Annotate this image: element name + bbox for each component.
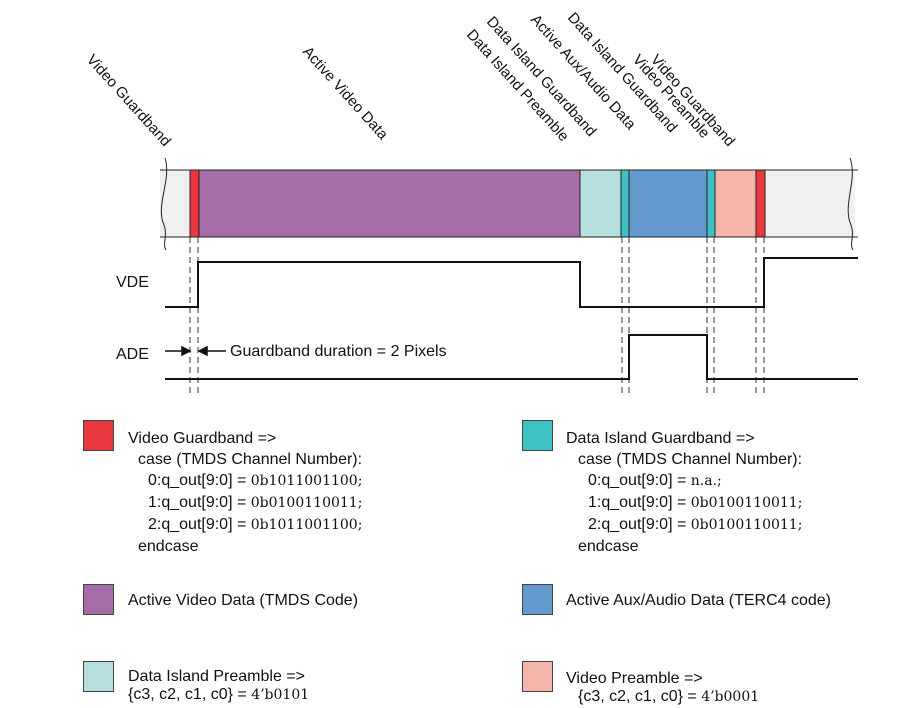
legend-row: 2:q_out[9:0] = 0b1011001100; <box>128 514 362 536</box>
row-prefix: 2:q_out[9:0] = <box>148 516 251 533</box>
row-value: 0b1011001100; <box>250 473 363 489</box>
break-edge-left <box>160 157 168 251</box>
code-prefix: {c3, c2, c1, c0} = <box>128 686 252 703</box>
guardband-duration-note: Guardband duration = 2 Pixels <box>230 343 447 360</box>
code-value: 4’b0101 <box>251 687 310 703</box>
swatch-video-preamble <box>522 661 553 692</box>
swatch-active-video <box>83 584 114 615</box>
row-prefix: 1:q_out[9:0] = <box>588 494 691 511</box>
video-guardband-segment-right <box>756 170 765 237</box>
legend-title: Data Island Guardband => <box>566 430 755 447</box>
legend-active-video: Active Video Data (TMDS Code) <box>128 590 358 611</box>
legend-row: 0:q_out[9:0] = 0b1011001100; <box>128 470 362 492</box>
video-guardband-segment-left <box>190 170 199 237</box>
row-prefix: 0:q_out[9:0] = <box>148 472 251 489</box>
period-bar <box>160 157 858 251</box>
legend-title: Data Island Preamble => <box>128 668 305 685</box>
row-prefix: 0:q_out[9:0] = <box>588 472 691 489</box>
period-labels: Video Guardband Active Video Data Data I… <box>83 9 738 150</box>
data-island-preamble-segment <box>580 170 621 237</box>
legend-title: Video Guardband => <box>128 430 277 447</box>
guardband-duration-arrows <box>165 345 226 357</box>
legend-case-line: case (TMDS Channel Number): <box>578 451 803 468</box>
swatch-active-aux <box>522 584 553 615</box>
legend-endcase: endcase <box>578 538 639 555</box>
ade-waveform <box>165 334 858 380</box>
blank-left <box>160 170 190 237</box>
legend-active-aux: Active Aux/Audio Data (TERC4 code) <box>566 590 831 611</box>
legend-row: 1:q_out[9:0] = 0b0100110011; <box>128 492 362 514</box>
break-edge-right <box>847 157 854 251</box>
legend-title: Active Aux/Audio Data (TERC4 code) <box>566 592 832 609</box>
row-value: 0b0100110011; <box>690 495 803 511</box>
legend-data-island-guardband: Data Island Guardband => case (TMDS Chan… <box>566 428 802 557</box>
code-value: 4’b0001 <box>701 689 760 705</box>
legend-video-preamble: Video Preamble => {c3, c2, c1, c0} = 4’b… <box>566 668 759 708</box>
legend-data-island-preamble: Data Island Preamble => {c3, c2, c1, c0}… <box>128 666 309 706</box>
legend-title: Active Video Data (TMDS Code) <box>128 592 359 609</box>
row-prefix: 2:q_out[9:0] = <box>588 516 691 533</box>
swatch-video-guardband <box>83 420 114 451</box>
ade-label: ADE <box>116 346 149 363</box>
swatch-data-island-guardband <box>522 420 553 451</box>
legend-row: 1:q_out[9:0] = 0b0100110011; <box>566 492 802 514</box>
legend-title: Video Preamble => <box>566 670 703 687</box>
active-aux-segment <box>629 170 707 237</box>
legend-endcase: endcase <box>138 538 199 555</box>
blank-right <box>765 170 855 237</box>
data-island-guardband-segment-right <box>707 170 715 237</box>
row-prefix: 1:q_out[9:0] = <box>148 494 251 511</box>
label-video-guardband-left: Video Guardband <box>83 51 174 150</box>
code-prefix: {c3, c2, c1, c0} = <box>578 688 702 705</box>
swatch-data-island-preamble <box>83 661 114 692</box>
active-video-segment <box>199 170 580 237</box>
row-value: 0b0100110011; <box>250 495 363 511</box>
video-preamble-segment <box>715 170 756 237</box>
row-value: 0b0100110011; <box>690 517 803 533</box>
legend-video-guardband: Video Guardband => case (TMDS Channel Nu… <box>128 428 362 557</box>
legend-row: 2:q_out[9:0] = 0b0100110011; <box>566 514 802 536</box>
legend-code-line: {c3, c2, c1, c0} = 4’b0001 <box>566 686 759 708</box>
data-island-guardband-segment-left <box>621 170 629 237</box>
vde-label: VDE <box>116 274 149 291</box>
legend-row: 0:q_out[9:0] = n.a.; <box>566 470 802 492</box>
vde-waveform <box>165 257 858 308</box>
row-value: 0b1011001100; <box>250 517 363 533</box>
label-video-guardband-right: Video Guardband <box>647 51 738 150</box>
legend-case-line: case (TMDS Channel Number): <box>138 451 363 468</box>
label-active-video-data: Active Video Data <box>299 43 392 143</box>
row-value: n.a.; <box>690 473 722 489</box>
legend-code-line: {c3, c2, c1, c0} = 4’b0101 <box>128 684 309 706</box>
